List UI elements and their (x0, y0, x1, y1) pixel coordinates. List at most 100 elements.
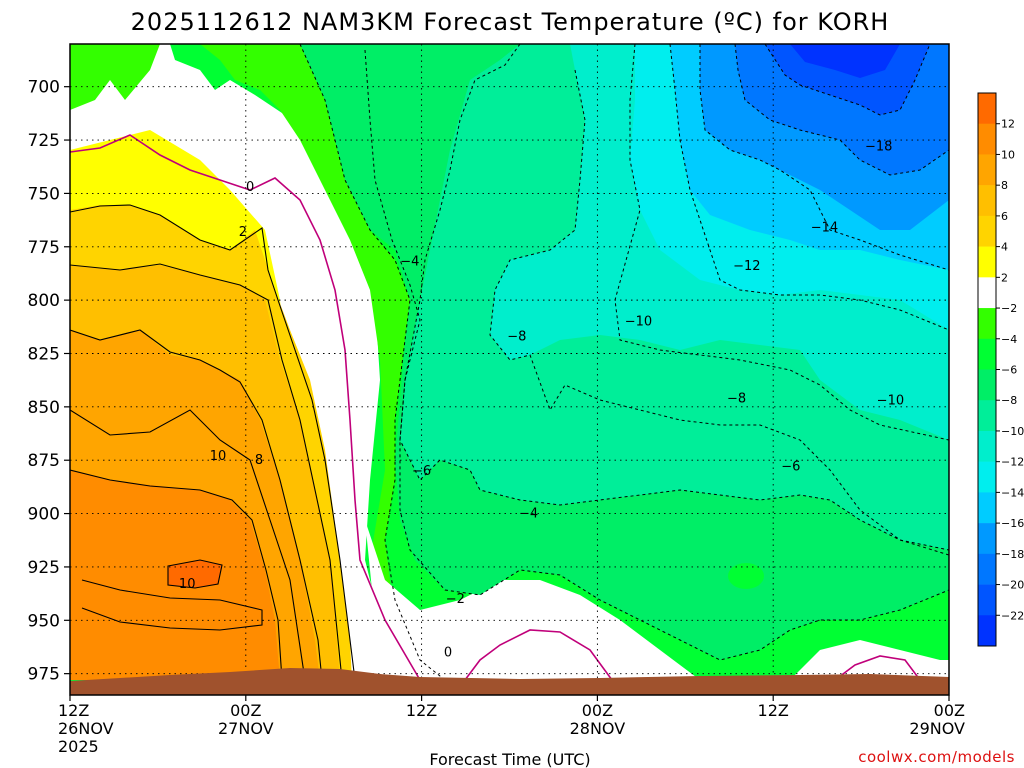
x-tick-label: 12Z (58, 701, 89, 720)
contour-minus-2 (299, 44, 446, 681)
colorbar-swatch (978, 584, 996, 616)
zero-contour-upper (70, 134, 421, 681)
contour-minus-12 (669, 44, 949, 331)
fill-minus-4-blob (728, 563, 764, 589)
contour-8 (70, 409, 306, 681)
contour-label: −4 (519, 507, 538, 522)
x-tick-label: 12Z (406, 701, 437, 720)
x-axis-label: Forecast Time (UTC) (429, 750, 590, 768)
contour-label: −10 (625, 314, 652, 329)
colorbar-swatch (978, 492, 996, 524)
colorbar-label: −14 (1001, 486, 1024, 499)
fill-minus-2-to-minus-4-upper (70, 44, 160, 110)
colorbar-swatch (978, 93, 996, 125)
colorbar-label: −6 (1001, 364, 1017, 377)
colorbar-label: −4 (1001, 333, 1017, 346)
colorbar: 12 10 8 6 4 2 −2 −4 −6 −8 −10 −12 −14 −16 −18 −20 −22 (977, 92, 1024, 647)
colorbar-swatch (978, 615, 996, 647)
y-tick-label: 775 (28, 238, 60, 258)
colorbar-swatch (978, 154, 996, 186)
colorbar-label: 10 (1001, 148, 1015, 161)
plot-area (70, 44, 949, 695)
x-tick-label: 29NOV (909, 719, 965, 738)
colorbar-label: 12 (1001, 118, 1015, 131)
colorbar-swatch (978, 400, 996, 432)
x-tick-label: 27NOV (218, 719, 274, 738)
contour-label: 0 (444, 645, 452, 660)
colorbar-label: −22 (1001, 609, 1024, 622)
colorbar-swatch (978, 369, 996, 401)
colorbar-label: 6 (1001, 210, 1008, 223)
colorbar-label: −12 (1001, 456, 1024, 469)
colorbar-swatch (978, 461, 996, 493)
contour-label: −14 (811, 221, 838, 236)
contour-12 (167, 559, 223, 589)
y-tick-label: 875 (28, 451, 60, 471)
contour-label: 2 (239, 225, 247, 240)
contour-minus-10 (614, 44, 949, 441)
x-tick-label: 00Z (230, 701, 261, 720)
contour-label: −18 (865, 139, 892, 154)
colorbar-swatch (978, 123, 996, 155)
colorbar-swatch (978, 308, 996, 340)
contour-minus-8 (489, 69, 949, 556)
contour-minus-6 (399, 44, 949, 551)
x-tick-label: 2025 (58, 737, 99, 756)
contour-minus-14 (699, 44, 949, 271)
zero-contour-right (834, 655, 921, 681)
colorbar-swatch (978, 246, 996, 278)
colorbar-label: −8 (1001, 394, 1017, 407)
contour-label: −6 (412, 464, 431, 479)
contour-label: −6 (781, 460, 800, 475)
x-tick-label: 00Z (934, 701, 965, 720)
colorbar-label: −18 (1001, 548, 1024, 561)
terrain (70, 668, 949, 695)
contour-10 (70, 469, 283, 681)
colorbar-label: −20 (1001, 579, 1024, 592)
contour-label: −8 (507, 329, 526, 344)
fill-white-lower-band (365, 520, 700, 680)
contour-10-closed (81, 579, 263, 631)
colorbar-swatch (978, 185, 996, 217)
colorbar-swatch (978, 430, 996, 462)
y-tick-label: 800 (28, 291, 60, 311)
contour-label: 0 (246, 180, 254, 195)
colorbar-label: 2 (1001, 271, 1008, 284)
colorbar-label: −16 (1001, 517, 1024, 530)
contour-2 (70, 204, 356, 681)
y-tick-label: 900 (28, 505, 60, 525)
y-tick-label: 850 (28, 398, 60, 418)
plot-frame (69, 43, 950, 696)
colorbar-swatch (978, 338, 996, 370)
x-tick-label: 12Z (758, 701, 789, 720)
zero-contour-lower (464, 629, 613, 681)
colorbar-label: −10 (1001, 425, 1024, 438)
contour-label: 10 (179, 577, 196, 592)
colorbar-swatch (978, 523, 996, 555)
contour-label: 10 (210, 449, 227, 464)
contour-label: −8 (727, 391, 746, 406)
contour-label: −10 (877, 393, 904, 408)
colorbar-swatch (978, 553, 996, 585)
y-tick-label: 825 (28, 344, 60, 364)
y-tick-label: 700 (28, 78, 60, 98)
y-axis: 700 725 750 775 800 825 850 875 900 925 950 975 (28, 78, 70, 685)
y-tick-label: 950 (28, 611, 60, 631)
y-tick-label: 725 (28, 131, 60, 151)
colorbar-swatch (978, 215, 996, 247)
colorbar-label: −2 (1001, 302, 1017, 315)
y-tick-label: 975 (28, 665, 60, 685)
contour-label: 8 (255, 453, 263, 468)
colorbar-swatch (978, 277, 996, 309)
contour-6 (70, 329, 323, 681)
credit-text: coolwx.com/models (858, 748, 1015, 766)
y-tick-label: 750 (28, 184, 60, 204)
contour-minus-18 (764, 44, 931, 116)
contour-label: −2 (446, 592, 465, 607)
x-tick-label: 00Z (582, 701, 613, 720)
fill-minus-22-core (790, 44, 900, 78)
colorbar-label: 8 (1001, 179, 1008, 192)
contour-label: −4 (400, 255, 419, 270)
contour-minus-4 (364, 49, 949, 661)
